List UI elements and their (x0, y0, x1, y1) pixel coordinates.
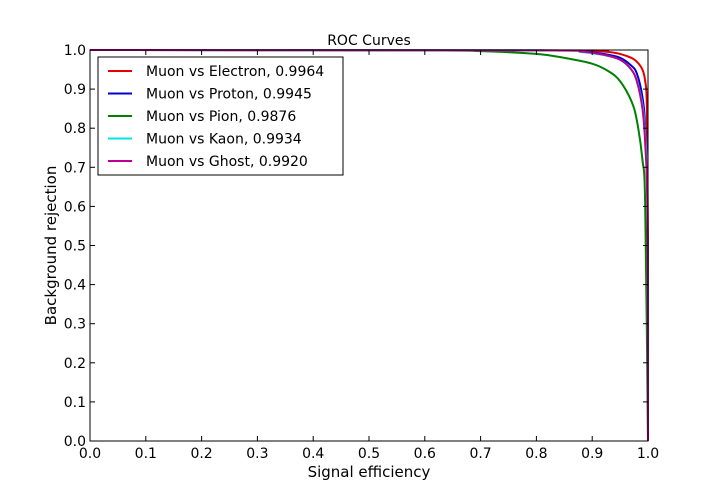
legend-label: Muon vs Kaon, 0.9934 (146, 132, 302, 148)
x-tick-label: 0.3 (246, 446, 268, 462)
x-tick-label: 0.6 (414, 446, 436, 462)
x-tick-label: 0.9 (581, 446, 603, 462)
legend-label: Muon vs Pion, 0.9876 (146, 109, 296, 125)
x-tick-label: 0.0 (79, 446, 101, 462)
y-tick-label: 0.3 (64, 317, 86, 333)
x-axis-title: Signal efficiency (308, 463, 431, 481)
x-tick-label: 0.5 (358, 446, 380, 462)
legend-label: Muon vs Proton, 0.9945 (146, 87, 312, 103)
y-tick-label: 0.0 (64, 434, 86, 450)
x-tick-label: 0.4 (302, 446, 324, 462)
x-axis: 0.0 0.1 0.2 0.3 0.4 0.5 0.6 0.7 0.8 0.9 1.0 (79, 50, 659, 462)
legend-label: Muon vs Ghost, 0.9920 (146, 154, 308, 170)
x-tick-label: 0.1 (135, 446, 157, 462)
y-tick-label: 0.6 (64, 199, 86, 215)
x-tick-label: 0.7 (469, 446, 491, 462)
y-tick-label: 0.9 (64, 82, 86, 98)
y-axis: 0.0 0.1 0.2 0.3 0.4 0.5 0.6 0.7 0.8 0.9 1.0 (64, 43, 648, 450)
legend: Muon vs Electron, 0.9964 Muon vs Proton, … (97, 56, 344, 176)
x-tick-label: 0.8 (525, 446, 547, 462)
y-tick-label: 0.2 (64, 356, 86, 372)
y-tick-label: 0.5 (64, 239, 86, 255)
x-tick-label: 1.0 (637, 446, 659, 462)
y-tick-label: 0.4 (64, 278, 86, 294)
legend-box (97, 56, 344, 176)
y-tick-label: 1.0 (64, 43, 86, 59)
y-axis-title: Background rejection (42, 166, 60, 326)
chart-title: ROC Curves (327, 33, 411, 49)
legend-label: Muon vs Electron, 0.9964 (146, 64, 324, 80)
y-tick-label: 0.7 (64, 160, 86, 176)
y-tick-label: 0.1 (64, 395, 86, 411)
x-tick-label: 0.2 (190, 446, 212, 462)
y-tick-label: 0.8 (64, 121, 86, 137)
